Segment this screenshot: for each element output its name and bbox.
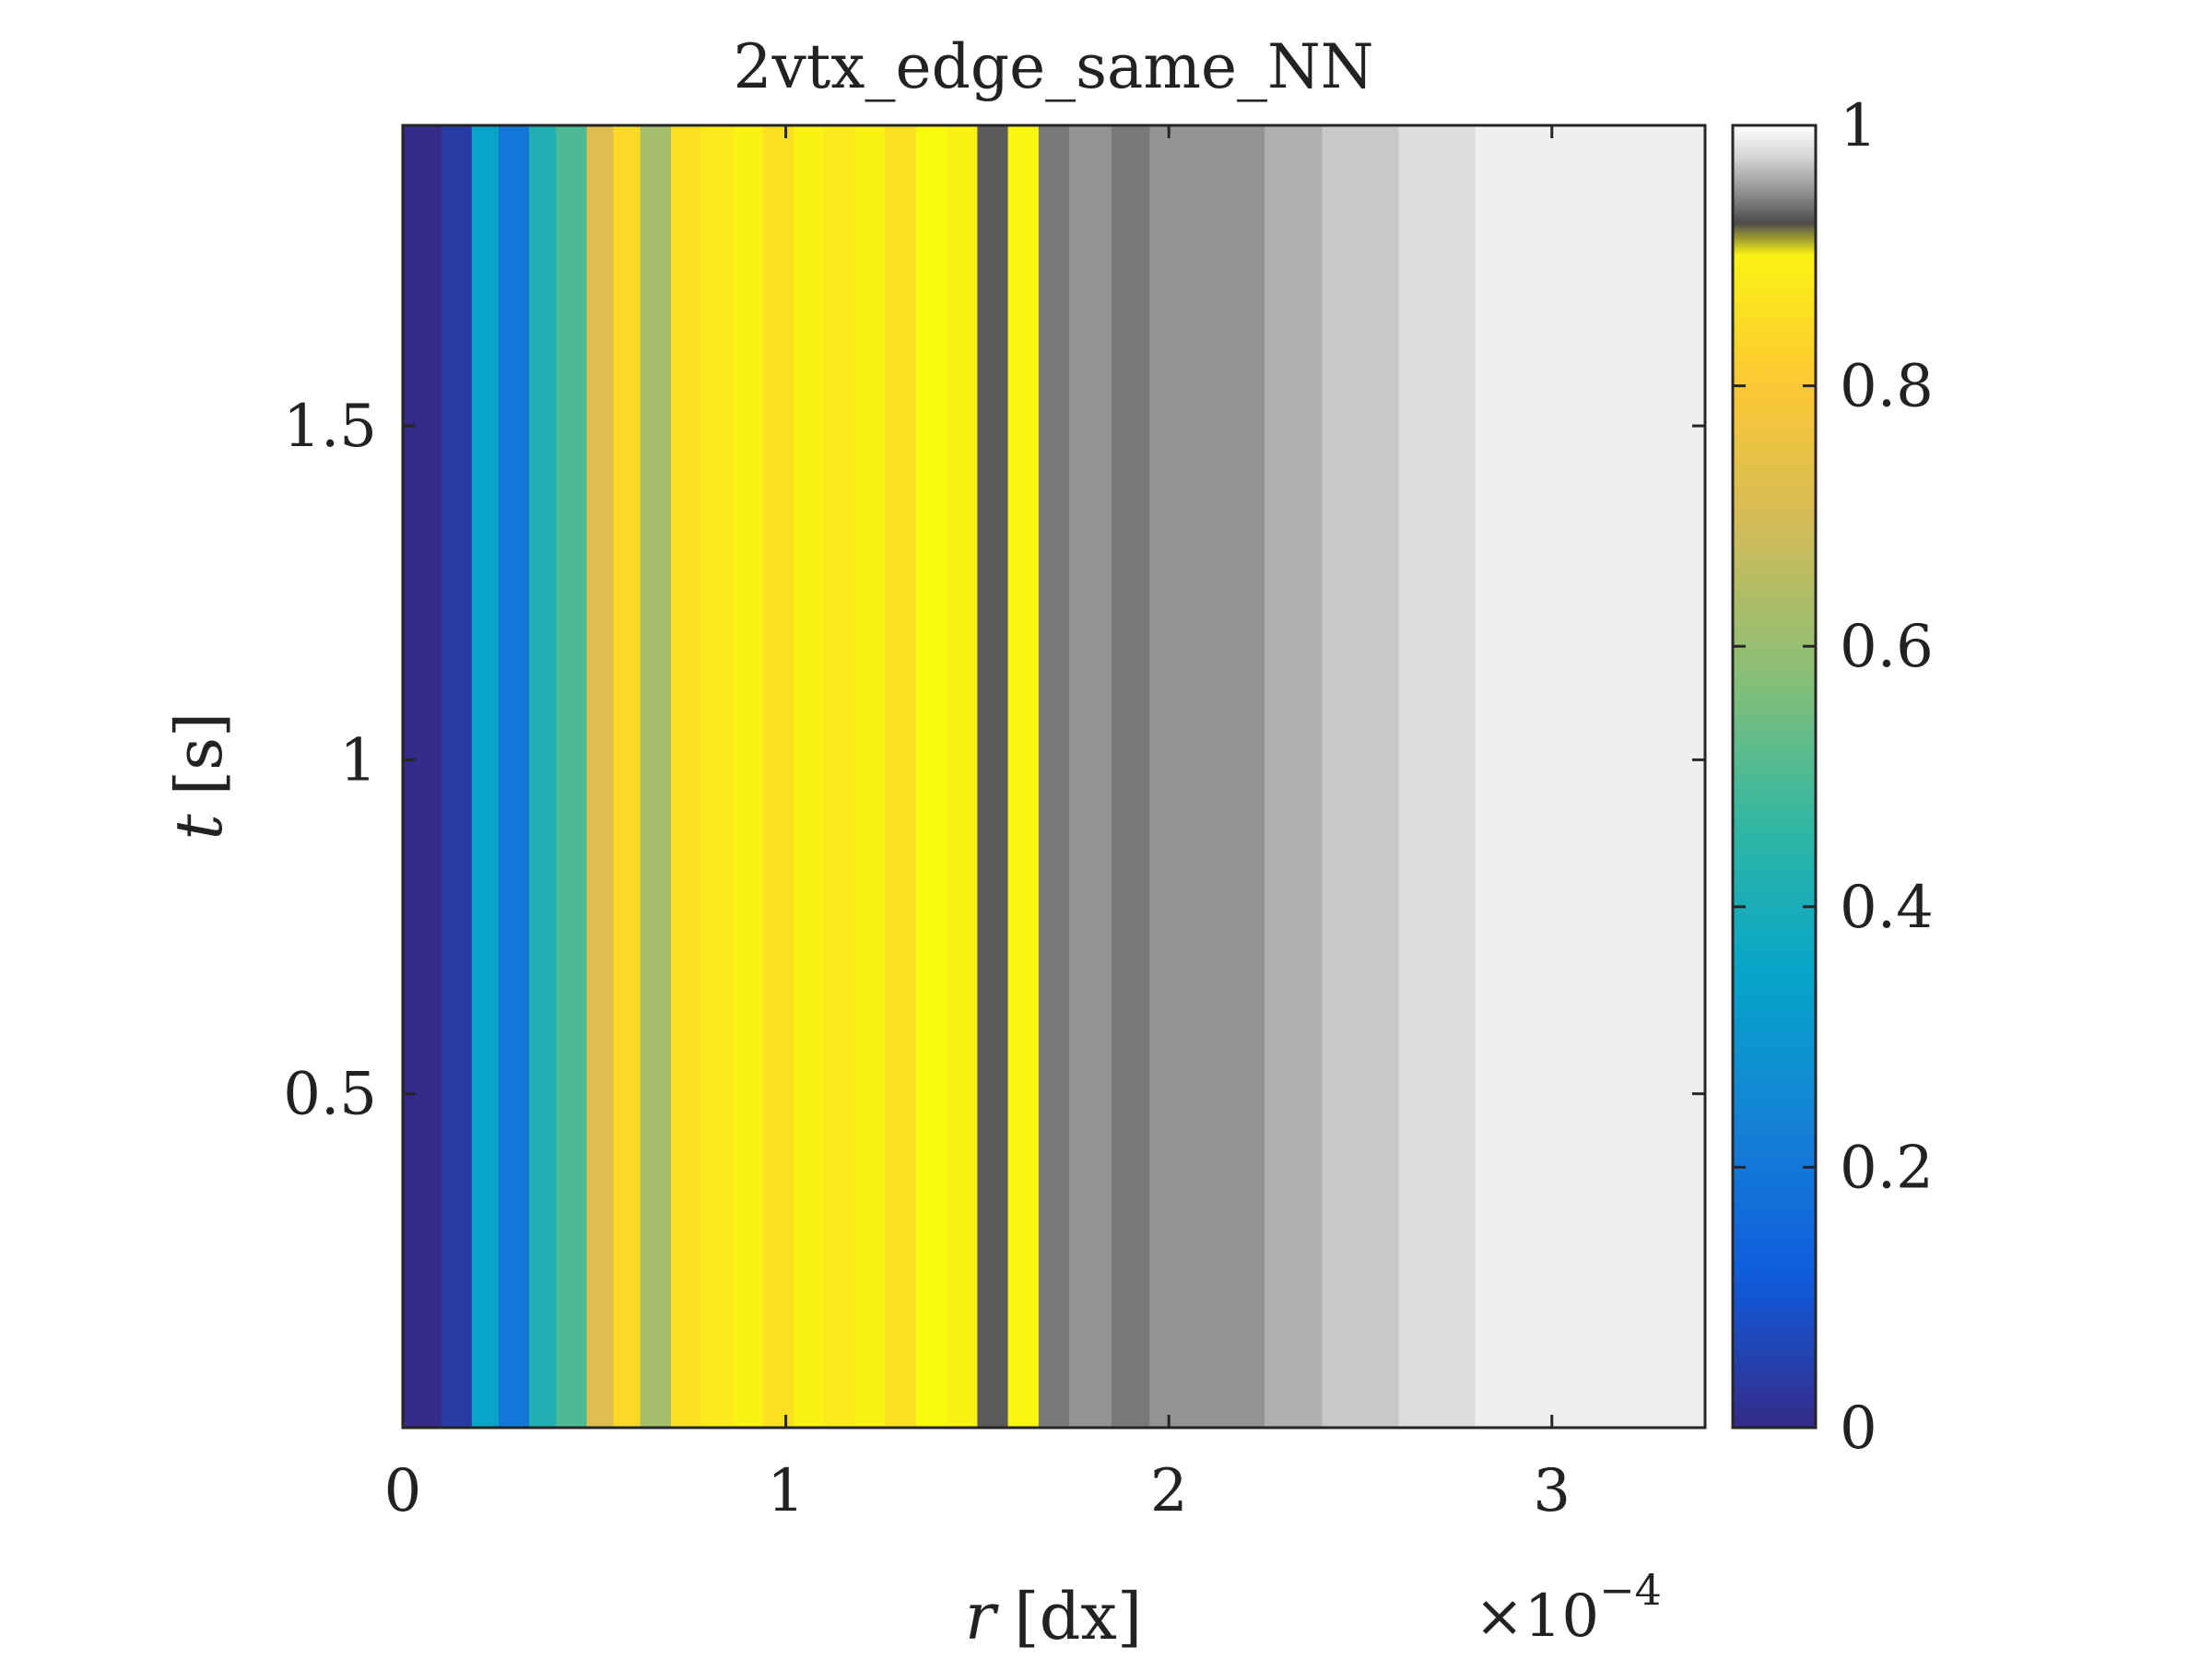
y-axis-unit: [s] <box>161 712 237 796</box>
colorbar-tick-label: 0.6 <box>1840 613 1934 681</box>
heatmap-cell <box>1322 125 1400 1428</box>
colorbar-tick-label: 0 <box>1840 1394 1877 1463</box>
plot-area <box>403 125 1705 1428</box>
heatmap-cell <box>762 125 794 1428</box>
heatmap-cell <box>1007 125 1040 1428</box>
colorbar-tick-label: 1 <box>1840 92 1877 160</box>
heatmap-cell <box>403 125 442 1428</box>
y-axis-variable: t <box>161 813 237 840</box>
plot-frame <box>401 124 1707 1430</box>
y-axis: 0.5 1 1.5 <box>283 393 1705 1129</box>
y-tick-label: 0.5 <box>283 1061 377 1129</box>
x-tick-label: 0 <box>384 1457 422 1525</box>
heatmap-cell <box>1111 125 1151 1428</box>
colorbar <box>1731 124 1818 1430</box>
heatmap-cell <box>670 125 702 1428</box>
y-tick-label: 1 <box>339 726 377 794</box>
x-tick-label: 1 <box>767 1457 805 1525</box>
heatmap-cell <box>1069 125 1112 1428</box>
heatmap-cell <box>1628 125 1705 1428</box>
heatmap-cell <box>1475 125 1553 1428</box>
heatmap-cell <box>640 125 672 1428</box>
heatmap-cell <box>885 125 917 1428</box>
colorbar-axis: 0 0.2 0.4 0.6 0.8 1 <box>1733 92 1934 1463</box>
colorbar-tick-label: 0.2 <box>1840 1134 1934 1202</box>
heatmap-cell <box>793 125 825 1428</box>
x-axis-unit: [dx] <box>1014 1579 1142 1654</box>
heatmap-cell <box>915 125 947 1428</box>
x-multiplier-prefix: ×10 <box>1475 1583 1599 1651</box>
heatmap-cell <box>947 125 979 1428</box>
heatmap-cell <box>1398 125 1477 1428</box>
y-axis-label: t [s] <box>161 712 237 841</box>
x-axis: 0 1 2 3 <box>384 125 1571 1525</box>
x-axis-label: r [dx] <box>965 1579 1142 1654</box>
heatmap-cell <box>1038 125 1070 1428</box>
heatmap-cell <box>824 125 856 1428</box>
heatmap-cell <box>701 125 734 1428</box>
heatmap-cell <box>854 125 887 1428</box>
heatmap-cell <box>1206 125 1265 1428</box>
heatmap-cell <box>977 125 1009 1428</box>
heatmap-cell <box>586 125 615 1428</box>
heatmap-cell <box>441 125 473 1428</box>
heatmap-cell <box>498 125 530 1428</box>
y-tick-label: 1.5 <box>283 393 377 461</box>
heatmap-cell <box>1265 125 1324 1428</box>
x-axis-multiplier: ×10−4 <box>1475 1565 1662 1651</box>
heatmap-cell <box>1551 125 1630 1428</box>
x-multiplier-exponent: −4 <box>1599 1565 1662 1615</box>
x-axis-variable: r <box>965 1579 999 1654</box>
heatmap-cell <box>613 125 641 1428</box>
colorbar-tick-label: 0.8 <box>1840 353 1934 421</box>
heatmap-cell <box>529 125 557 1428</box>
chart-title: 2vtx_edge_same_NN <box>734 31 1374 102</box>
heatmap-cell <box>1149 125 1208 1428</box>
heatmap-cell <box>732 125 764 1428</box>
x-tick-label: 2 <box>1150 1457 1188 1525</box>
x-tick-label: 3 <box>1533 1457 1571 1525</box>
heatmap-cell <box>471 125 500 1428</box>
heatmap-cell <box>556 125 588 1428</box>
colorbar-tick-label: 0.4 <box>1840 874 1934 942</box>
